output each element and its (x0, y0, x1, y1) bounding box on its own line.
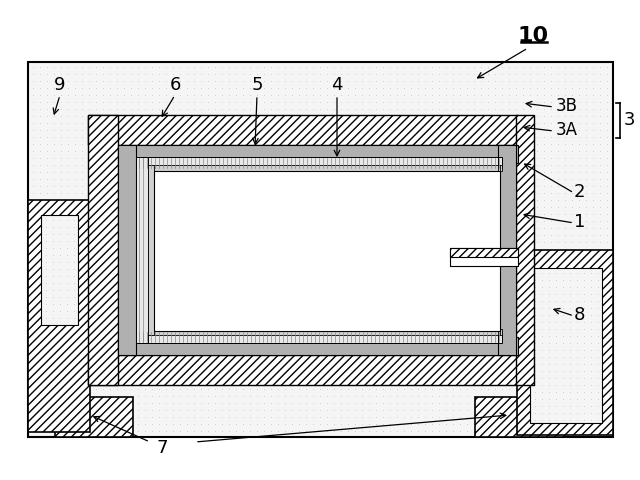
Text: 3: 3 (624, 111, 636, 129)
Text: 2: 2 (574, 183, 586, 201)
Bar (55, 397, 133, 437)
Bar (136, 157, 148, 343)
Bar (28, 62, 613, 437)
Bar (136, 331, 502, 343)
Bar (530, 268, 602, 423)
Text: 10: 10 (517, 26, 548, 46)
Bar (118, 337, 518, 355)
Text: 7: 7 (156, 439, 168, 457)
Bar (148, 165, 154, 335)
Bar (41, 215, 78, 325)
Bar (498, 145, 516, 355)
Bar (475, 397, 565, 437)
Bar (28, 200, 90, 432)
Text: 4: 4 (332, 76, 343, 94)
Bar (148, 165, 502, 171)
Bar (450, 248, 518, 266)
Bar (88, 355, 518, 385)
Text: 5: 5 (252, 76, 263, 94)
Text: 9: 9 (54, 76, 66, 94)
Bar (41, 215, 78, 325)
Bar (516, 115, 534, 385)
Text: 3A: 3A (556, 121, 578, 139)
Bar (154, 171, 500, 331)
Bar (517, 250, 613, 435)
Bar (530, 268, 602, 423)
Text: 3B: 3B (556, 97, 578, 115)
Bar (118, 145, 518, 163)
Bar (88, 115, 118, 385)
Bar (450, 248, 518, 257)
Bar (498, 165, 500, 335)
Bar (136, 157, 502, 169)
Text: 8: 8 (574, 306, 586, 324)
Text: 1: 1 (574, 213, 586, 231)
Bar (88, 115, 518, 145)
Text: 6: 6 (170, 76, 180, 94)
Bar (118, 145, 136, 355)
Bar (148, 329, 502, 335)
